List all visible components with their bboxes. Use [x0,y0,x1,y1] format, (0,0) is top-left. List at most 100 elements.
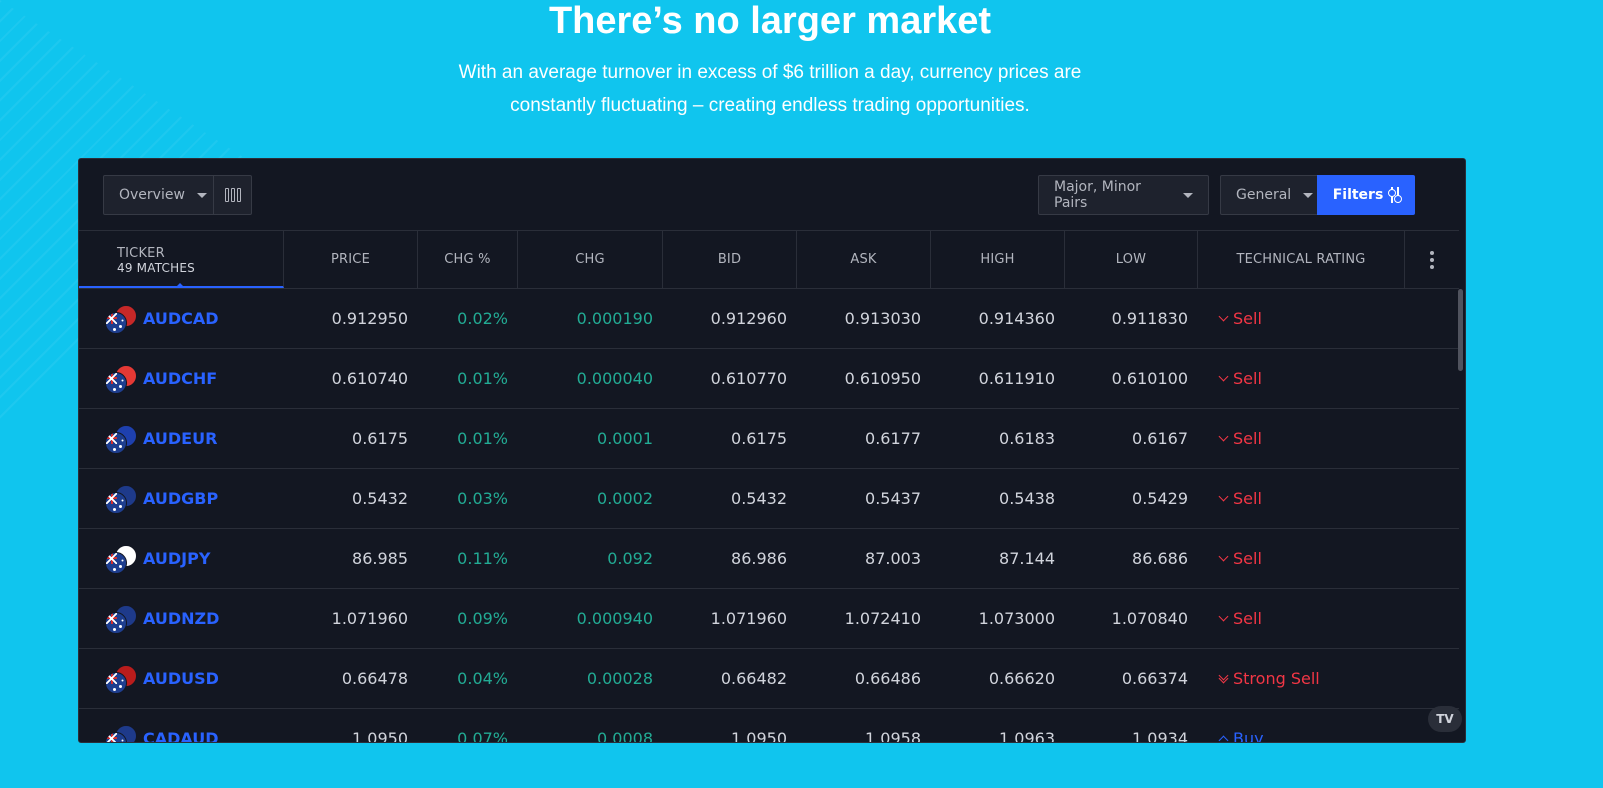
rating-label: Sell [1233,549,1262,568]
cell-low: 0.66374 [1121,669,1188,688]
columns-button[interactable] [213,175,252,215]
cell-ask: 0.6177 [865,429,921,448]
currency-flags-icon [103,423,139,455]
chevron-down-icon [1218,311,1229,321]
cell-chg-pct: 0.01% [457,369,508,388]
cell-ask: 87.003 [865,549,921,568]
vertical-scrollbar[interactable] [1458,289,1463,371]
cell-chg: 0.00028 [586,669,653,688]
ticker-symbol-link[interactable]: AUDGBP [143,489,219,508]
header-bid[interactable]: BID [663,231,797,288]
cell-price: 1.071960 [331,609,408,628]
sliders-icon [1388,187,1403,203]
rating-label: Sell [1233,609,1262,628]
general-dropdown[interactable]: General [1220,175,1318,215]
technical-rating-cell: Sell [1198,549,1405,568]
filters-button[interactable]: Filters [1317,175,1415,215]
ticker-cell: AUDJPY [79,543,284,575]
rating-label: Buy [1233,729,1264,743]
header-chg-pct[interactable]: CHG % [418,231,518,288]
cell-bid: 0.5432 [731,489,787,508]
cell-high: 0.66620 [988,669,1055,688]
ticker-symbol-link[interactable]: AUDCHF [143,369,218,388]
cell-chg: 0.092 [607,549,653,568]
cell-bid: 0.6175 [731,429,787,448]
table-row[interactable]: CADAUD 1.0950 0.07% 0.0008 1.0950 1.0958 1.096… [79,709,1459,743]
cell-bid: 0.66482 [720,669,787,688]
header-price[interactable]: PRICE [284,231,418,288]
cell-chg: 0.0008 [597,729,653,743]
header-chg[interactable]: CHG [518,231,663,288]
chevron-down-icon [1218,431,1229,441]
cell-chg-pct: 0.07% [457,729,508,743]
table-body: AUDCAD 0.912950 0.02% 0.000190 0.912960 0.913… [79,289,1459,743]
header-high[interactable]: HIGH [931,231,1065,288]
ticker-symbol-link[interactable]: AUDCAD [143,309,219,328]
cell-low: 1.070840 [1111,609,1188,628]
cell-price: 1.0950 [352,729,408,743]
technical-rating-cell: Strong Sell [1198,669,1405,688]
rating-label: Sell [1233,489,1262,508]
cell-chg: 0.0002 [597,489,653,508]
more-vertical-icon [1430,250,1434,269]
technical-rating-cell: Sell [1198,489,1405,508]
cell-chg: 0.0001 [597,429,653,448]
ticker-symbol-link[interactable]: AUDNZD [143,609,220,628]
currency-flags-icon [103,363,139,395]
ticker-symbol-link[interactable]: AUDUSD [143,669,219,688]
matches-count: 49 MATCHES [117,261,195,275]
table-header: TICKER 49 MATCHES PRICE CHG % CHG BID AS… [79,230,1459,289]
chevron-down-icon [196,192,207,198]
header-ticker[interactable]: TICKER 49 MATCHES [79,231,284,288]
tradingview-logo[interactable]: TV [1428,706,1462,732]
cell-price: 0.66478 [341,669,408,688]
ticker-symbol-link[interactable]: AUDJPY [143,549,211,568]
ticker-cell: AUDCAD [79,303,284,335]
cell-bid: 0.912960 [710,309,787,328]
ticker-symbol-link[interactable]: CADAUD [143,729,219,743]
chevron-up-icon [1218,735,1229,742]
currency-flags-icon [103,723,139,742]
table-row[interactable]: AUDJPY 86.985 0.11% 0.092 86.986 87.003 87.144… [79,529,1459,589]
columns-icon [224,188,241,202]
table-row[interactable]: AUDUSD 0.66478 0.04% 0.00028 0.66482 0.66486 0… [79,649,1459,709]
table-row[interactable]: AUDEUR 0.6175 0.01% 0.0001 0.6175 0.6177 0.618… [79,409,1459,469]
more-options-button[interactable] [1405,231,1459,288]
pairs-dropdown[interactable]: Major, Minor Pairs [1038,175,1209,215]
chevron-down-icon [1218,371,1229,381]
header-low[interactable]: LOW [1065,231,1198,288]
cell-price: 0.5432 [352,489,408,508]
rating-label: Sell [1233,309,1262,328]
table-row[interactable]: AUDCAD 0.912950 0.02% 0.000190 0.912960 0.913… [79,289,1459,349]
cell-high: 1.073000 [978,609,1055,628]
cell-high: 87.144 [999,549,1055,568]
ticker-cell: CADAUD [79,723,284,743]
chevron-down-icon [1218,611,1229,621]
cell-chg: 0.000190 [576,309,653,328]
hero-subtitle: With an average turnover in excess of $6… [0,56,1540,122]
header-technical-rating[interactable]: TECHNICAL RATING [1198,231,1405,288]
header-ask[interactable]: ASK [797,231,931,288]
chevron-down-icon [1218,551,1229,561]
cell-ask: 1.072410 [844,609,921,628]
cell-low: 86.686 [1132,549,1188,568]
table-row[interactable]: AUDNZD 1.071960 0.09% 0.000940 1.071960 1.072… [79,589,1459,649]
cell-low: 1.0934 [1132,729,1188,743]
cell-price: 86.985 [352,549,408,568]
cell-low: 0.610100 [1111,369,1188,388]
technical-rating-cell: Sell [1198,429,1405,448]
cell-high: 0.914360 [978,309,1055,328]
cell-price: 0.912950 [331,309,408,328]
hero-title: There’s no larger market [548,0,992,42]
chevron-down-icon [1218,491,1229,501]
table-row[interactable]: AUDCHF 0.610740 0.01% 0.000040 0.610770 0.610… [79,349,1459,409]
ticker-symbol-link[interactable]: AUDEUR [143,429,218,448]
forex-screener-widget: Overview Major, Minor Pairs General Filt… [78,158,1466,743]
double-chevron-down-icon [1218,670,1229,683]
cell-ask: 0.5437 [865,489,921,508]
overview-dropdown[interactable]: Overview [103,175,214,215]
cell-price: 0.610740 [331,369,408,388]
table-row[interactable]: AUDGBP 0.5432 0.03% 0.0002 0.5432 0.5437 0.543… [79,469,1459,529]
overview-label: Overview [119,187,185,203]
chevron-down-icon [1183,192,1193,198]
